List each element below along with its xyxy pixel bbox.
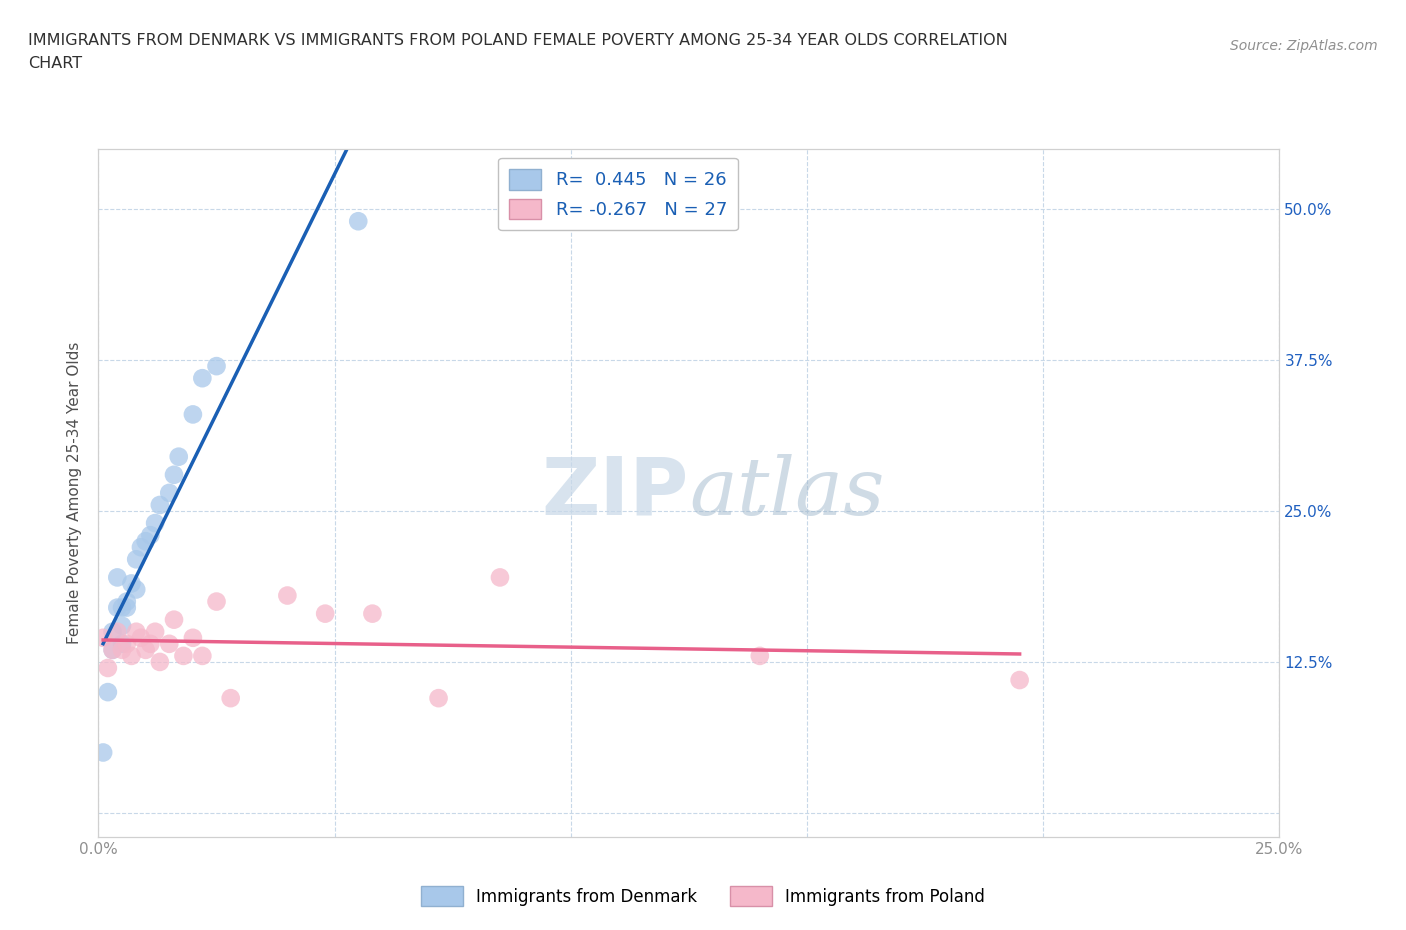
Point [139, 527, 162, 542]
Point [115, 636, 138, 651]
Point [135, 534, 157, 549]
Point [125, 582, 148, 597]
Point [205, 359, 228, 374]
Point [97, 684, 120, 699]
Point [139, 636, 162, 651]
Point [149, 498, 172, 512]
Point [163, 612, 186, 627]
Point [181, 407, 204, 422]
Point [135, 643, 157, 658]
Point [361, 606, 384, 621]
Point [748, 648, 770, 663]
Point [149, 655, 172, 670]
Point [101, 624, 124, 639]
Point [111, 618, 134, 633]
Text: CHART: CHART [28, 56, 82, 71]
Point [91, 745, 114, 760]
Point [427, 691, 450, 706]
Point [347, 214, 370, 229]
Point [172, 648, 194, 663]
Point [1008, 672, 1031, 687]
Point [157, 485, 180, 500]
Legend: Immigrants from Denmark, Immigrants from Poland: Immigrants from Denmark, Immigrants from… [415, 880, 991, 912]
Point [101, 643, 124, 658]
Point [121, 576, 143, 591]
Y-axis label: Female Poverty Among 25-34 Year Olds: Female Poverty Among 25-34 Year Olds [67, 341, 83, 644]
Point [314, 606, 336, 621]
Point [105, 570, 128, 585]
Point [191, 371, 214, 386]
Point [101, 643, 124, 658]
Point [219, 691, 242, 706]
Point [143, 515, 166, 530]
Text: ZIP: ZIP [541, 454, 689, 532]
Point [91, 631, 114, 645]
Text: Source: ZipAtlas.com: Source: ZipAtlas.com [1230, 39, 1378, 53]
Point [167, 449, 190, 464]
Point [115, 600, 138, 615]
Point [111, 643, 134, 658]
Text: IMMIGRANTS FROM DENMARK VS IMMIGRANTS FROM POLAND FEMALE POVERTY AMONG 25-34 YEA: IMMIGRANTS FROM DENMARK VS IMMIGRANTS FR… [28, 33, 1008, 47]
Point [111, 600, 134, 615]
Point [129, 631, 152, 645]
Point [105, 624, 128, 639]
Point [111, 636, 134, 651]
Point [121, 648, 143, 663]
Point [115, 594, 138, 609]
Point [97, 660, 120, 675]
Point [181, 631, 204, 645]
Point [205, 594, 228, 609]
Point [105, 600, 128, 615]
Point [157, 636, 180, 651]
Point [129, 539, 152, 554]
Point [125, 624, 148, 639]
Point [163, 468, 186, 483]
Legend: R=  0.445   N = 26, R= -0.267   N = 27: R= 0.445 N = 26, R= -0.267 N = 27 [498, 158, 738, 231]
Point [143, 624, 166, 639]
Point [489, 570, 512, 585]
Point [125, 551, 148, 566]
Point [276, 588, 298, 603]
Point [191, 648, 214, 663]
Text: atlas: atlas [689, 454, 884, 532]
